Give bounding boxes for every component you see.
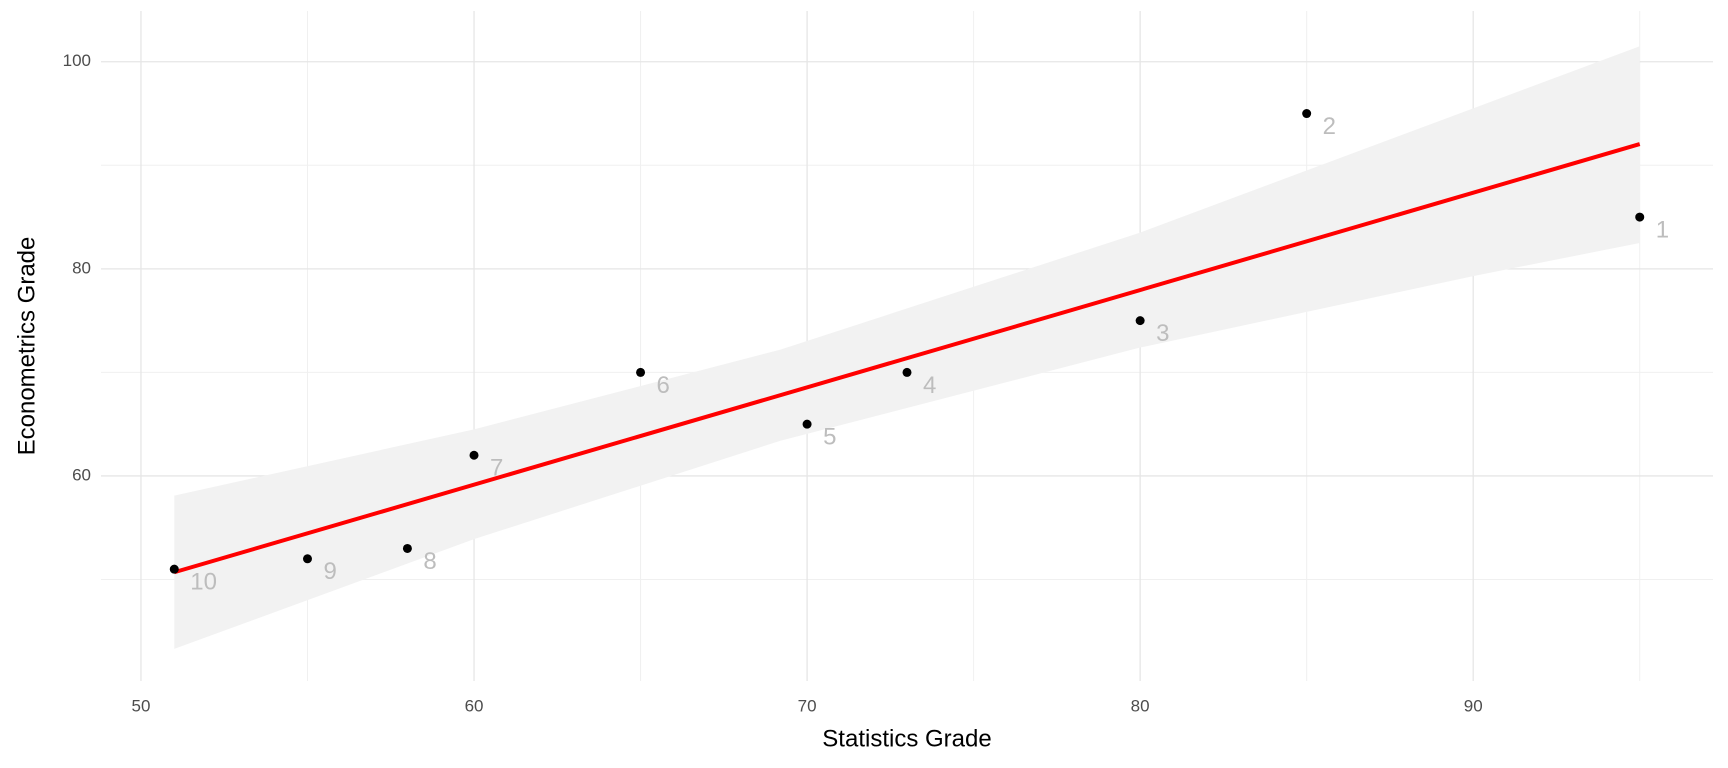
x-axis-title: Statistics Grade — [822, 725, 991, 752]
point — [469, 450, 479, 460]
x-tick-label: 70 — [798, 696, 817, 715]
point — [636, 367, 646, 377]
x-tick-label: 90 — [1464, 696, 1483, 715]
point-label: 4 — [923, 372, 936, 399]
confidence-band — [174, 46, 1640, 649]
y-tick-label: 60 — [72, 465, 91, 484]
point — [802, 419, 812, 429]
point-label: 7 — [490, 455, 503, 482]
point-label: 10 — [190, 569, 217, 596]
point — [1135, 316, 1145, 326]
point — [902, 367, 912, 377]
point-label: 2 — [1323, 113, 1336, 140]
point-label: 8 — [423, 548, 436, 575]
point-label: 9 — [323, 558, 336, 585]
y-axis-title: Econometrics Grade — [13, 237, 40, 456]
point — [302, 554, 312, 564]
point-label: 5 — [823, 424, 836, 451]
point — [1635, 212, 1645, 222]
point-label: 6 — [657, 372, 670, 399]
fit-line — [173, 142, 1641, 575]
x-tick-label: 80 — [1131, 696, 1150, 715]
point — [169, 564, 179, 574]
point — [1302, 109, 1312, 119]
x-tick-label: 60 — [465, 696, 484, 715]
x-tick-label: 50 — [132, 696, 151, 715]
y-tick-label: 80 — [72, 258, 91, 277]
point — [402, 543, 412, 553]
y-tick-label: 100 — [63, 51, 91, 70]
point-label: 3 — [1156, 320, 1169, 347]
point-label: 1 — [1656, 216, 1669, 243]
